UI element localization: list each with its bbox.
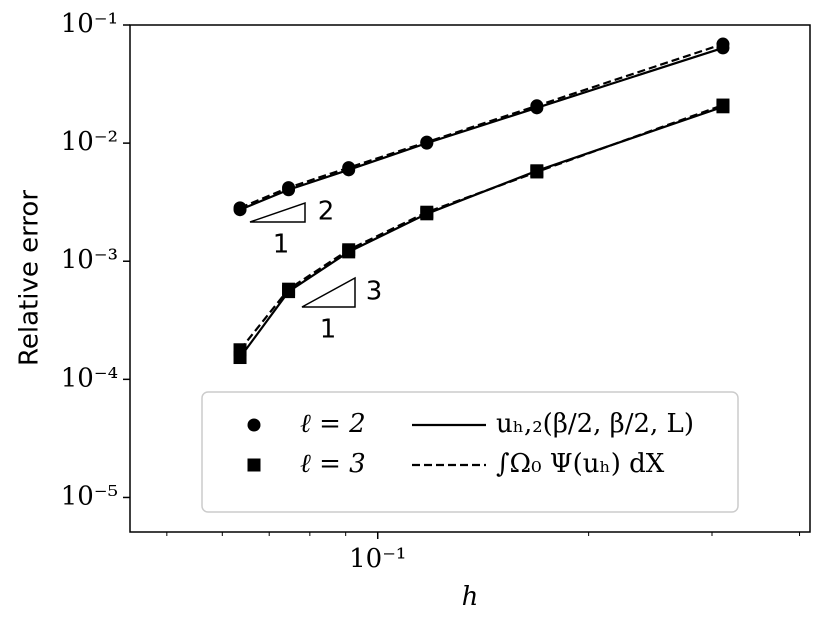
legend-label: uₕ,₂(β/2, β/2, L) xyxy=(496,409,694,439)
slope-triangle xyxy=(301,276,356,308)
legend-box xyxy=(201,391,739,513)
series-line xyxy=(239,42,724,209)
slope-label: 2 xyxy=(318,197,335,227)
y-axis-label: Relative error xyxy=(15,190,45,366)
y-tick-label: 10⁻⁵ xyxy=(61,481,118,511)
y-tick-label: 10⁻⁴ xyxy=(61,363,118,393)
slope-label: 1 xyxy=(273,230,290,260)
slope-triangle xyxy=(249,201,306,223)
marker xyxy=(282,181,296,195)
marker xyxy=(530,165,544,179)
legend-marker xyxy=(247,458,261,472)
marker xyxy=(716,98,730,112)
marker xyxy=(342,161,356,175)
x-tick-label: 10⁻¹ xyxy=(349,544,406,574)
marker xyxy=(282,282,296,296)
marker xyxy=(233,343,247,357)
marker xyxy=(530,99,544,113)
slope-label: 3 xyxy=(366,277,383,307)
slope-label: 1 xyxy=(320,315,337,345)
legend-marker xyxy=(247,418,261,432)
marker xyxy=(233,201,247,215)
x-axis-label: h xyxy=(462,582,479,612)
plot-frame xyxy=(129,24,811,533)
y-tick-label: 10⁻³ xyxy=(61,245,118,275)
series-line xyxy=(239,46,724,211)
marker xyxy=(420,135,434,149)
marker xyxy=(420,205,434,219)
series-line xyxy=(239,104,724,351)
series-line xyxy=(239,105,724,359)
legend-label: ∫Ω₀ Ψ(uₕ) dX xyxy=(496,449,665,479)
y-tick-label: 10⁻² xyxy=(61,127,118,157)
legend-label: ℓ = 2 xyxy=(300,409,366,439)
y-tick-label: 10⁻¹ xyxy=(61,9,118,39)
legend-label: ℓ = 3 xyxy=(300,449,366,479)
marker xyxy=(342,243,356,257)
marker xyxy=(716,37,730,51)
